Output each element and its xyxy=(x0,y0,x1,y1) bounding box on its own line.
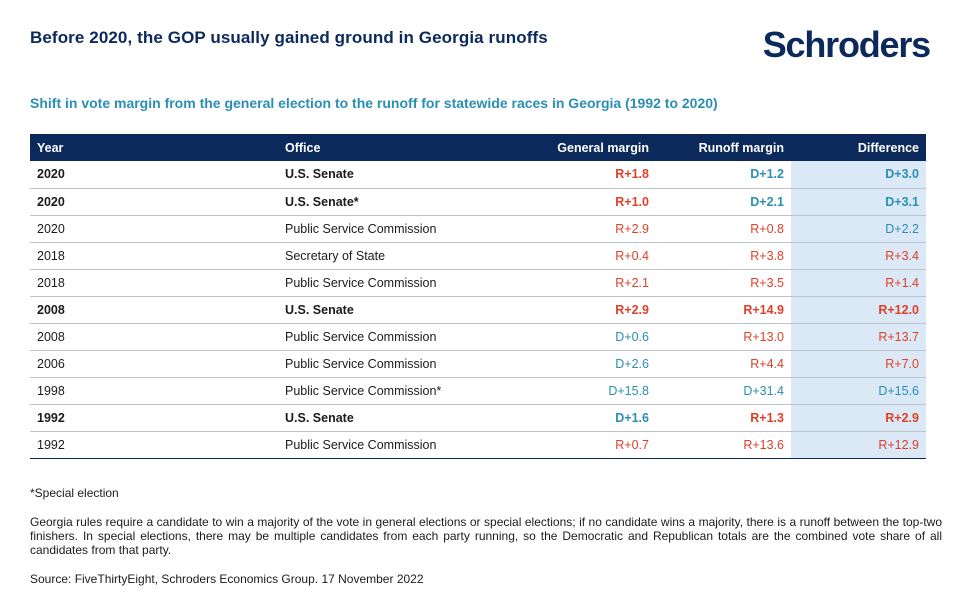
cell-difference: R+12.0 xyxy=(791,296,926,324)
cell-year: 2008 xyxy=(30,323,278,351)
table-row: 1998 Public Service Commission* D+15.8 D+31… xyxy=(30,377,926,405)
cell-general-margin: D+2.6 xyxy=(518,350,656,378)
cell-office: U.S. Senate xyxy=(278,404,518,432)
cell-year: 1992 xyxy=(30,404,278,432)
special-election-footnote: *Special election xyxy=(30,486,119,500)
table-row: 1992 U.S. Senate D+1.6 R+1.3 R+2.9 xyxy=(30,404,926,432)
cell-difference: R+1.4 xyxy=(791,269,926,297)
table-row: 2020 U.S. Senate R+1.8 D+1.2 D+3.0 xyxy=(30,161,926,189)
cell-difference: R+12.9 xyxy=(791,431,926,459)
cell-runoff-margin: R+1.3 xyxy=(656,404,791,432)
table-row: 2018 Public Service Commission R+2.1 R+3.5 R… xyxy=(30,269,926,297)
cell-year: 1992 xyxy=(30,431,278,459)
cell-office: U.S. Senate xyxy=(278,296,518,324)
cell-general-margin: R+1.8 xyxy=(518,161,656,189)
cell-year: 2020 xyxy=(30,215,278,243)
table-row: 2018 Secretary of State R+0.4 R+3.8 R+3.4 xyxy=(30,242,926,270)
cell-general-margin: R+2.1 xyxy=(518,269,656,297)
cell-general-margin: D+15.8 xyxy=(518,377,656,405)
cell-runoff-margin: D+2.1 xyxy=(656,188,791,216)
column-header-year: Year xyxy=(30,134,278,161)
runoff-shift-table: Year Office General margin Runoff margin… xyxy=(30,134,926,459)
column-header-office: Office xyxy=(278,134,518,161)
cell-year: 2018 xyxy=(30,242,278,270)
cell-runoff-margin: R+4.4 xyxy=(656,350,791,378)
cell-runoff-margin: D+1.2 xyxy=(656,161,791,189)
cell-year: 2018 xyxy=(30,269,278,297)
cell-year: 2008 xyxy=(30,296,278,324)
cell-office: Public Service Commission xyxy=(278,215,518,243)
cell-difference: D+3.1 xyxy=(791,188,926,216)
cell-office: U.S. Senate* xyxy=(278,188,518,216)
cell-office: Public Service Commission xyxy=(278,269,518,297)
cell-runoff-margin: R+13.0 xyxy=(656,323,791,351)
cell-difference: R+7.0 xyxy=(791,350,926,378)
table-row: 2020 Public Service Commission R+2.9 R+0.8 D… xyxy=(30,215,926,243)
column-header-runoff-margin: Runoff margin xyxy=(656,134,791,161)
cell-runoff-margin: R+0.8 xyxy=(656,215,791,243)
cell-difference: R+3.4 xyxy=(791,242,926,270)
table-row: 2008 Public Service Commission D+0.6 R+13.0… xyxy=(30,323,926,351)
cell-general-margin: D+0.6 xyxy=(518,323,656,351)
table-row: 1992 Public Service Commission R+0.7 R+13.6… xyxy=(30,431,926,459)
source-note: Source: FiveThirtyEight, Schroders Econo… xyxy=(30,572,424,586)
cell-runoff-margin: R+3.5 xyxy=(656,269,791,297)
cell-runoff-margin: R+14.9 xyxy=(656,296,791,324)
cell-office: Public Service Commission xyxy=(278,323,518,351)
cell-runoff-margin: D+31.4 xyxy=(656,377,791,405)
rules-footnote: Georgia rules require a candidate to win… xyxy=(30,515,942,557)
cell-general-margin: D+1.6 xyxy=(518,404,656,432)
table-subtitle: Shift in vote margin from the general el… xyxy=(30,95,718,111)
column-header-general-margin: General margin xyxy=(518,134,656,161)
cell-general-margin: R+2.9 xyxy=(518,215,656,243)
cell-general-margin: R+0.4 xyxy=(518,242,656,270)
cell-difference: R+2.9 xyxy=(791,404,926,432)
table-row: 2008 U.S. Senate R+2.9 R+14.9 R+12.0 xyxy=(30,296,926,324)
column-header-difference: Difference xyxy=(791,134,926,161)
cell-runoff-margin: R+3.8 xyxy=(656,242,791,270)
cell-office: Public Service Commission xyxy=(278,350,518,378)
cell-year: 1998 xyxy=(30,377,278,405)
cell-difference: D+2.2 xyxy=(791,215,926,243)
cell-difference: R+13.7 xyxy=(791,323,926,351)
cell-office: Secretary of State xyxy=(278,242,518,270)
cell-difference: D+15.6 xyxy=(791,377,926,405)
table-row: 2020 U.S. Senate* R+1.0 D+2.1 D+3.1 xyxy=(30,188,926,216)
cell-year: 2006 xyxy=(30,350,278,378)
cell-general-margin: R+0.7 xyxy=(518,431,656,459)
cell-runoff-margin: R+13.6 xyxy=(656,431,791,459)
cell-year: 2020 xyxy=(30,188,278,216)
cell-office: U.S. Senate xyxy=(278,161,518,189)
cell-office: Public Service Commission xyxy=(278,431,518,459)
cell-general-margin: R+2.9 xyxy=(518,296,656,324)
table-header-row: Year Office General margin Runoff margin… xyxy=(30,134,926,161)
page-title: Before 2020, the GOP usually gained grou… xyxy=(30,28,548,47)
cell-general-margin: R+1.0 xyxy=(518,188,656,216)
table-body: 2020 U.S. Senate R+1.8 D+1.2 D+3.0 2020 U.S. S… xyxy=(30,161,926,459)
schroders-logo: Schroders xyxy=(762,24,931,65)
cell-difference: D+3.0 xyxy=(791,161,926,189)
cell-office: Public Service Commission* xyxy=(278,377,518,405)
table-row: 2006 Public Service Commission D+2.6 R+4.4 R… xyxy=(30,350,926,378)
cell-year: 2020 xyxy=(30,161,278,189)
